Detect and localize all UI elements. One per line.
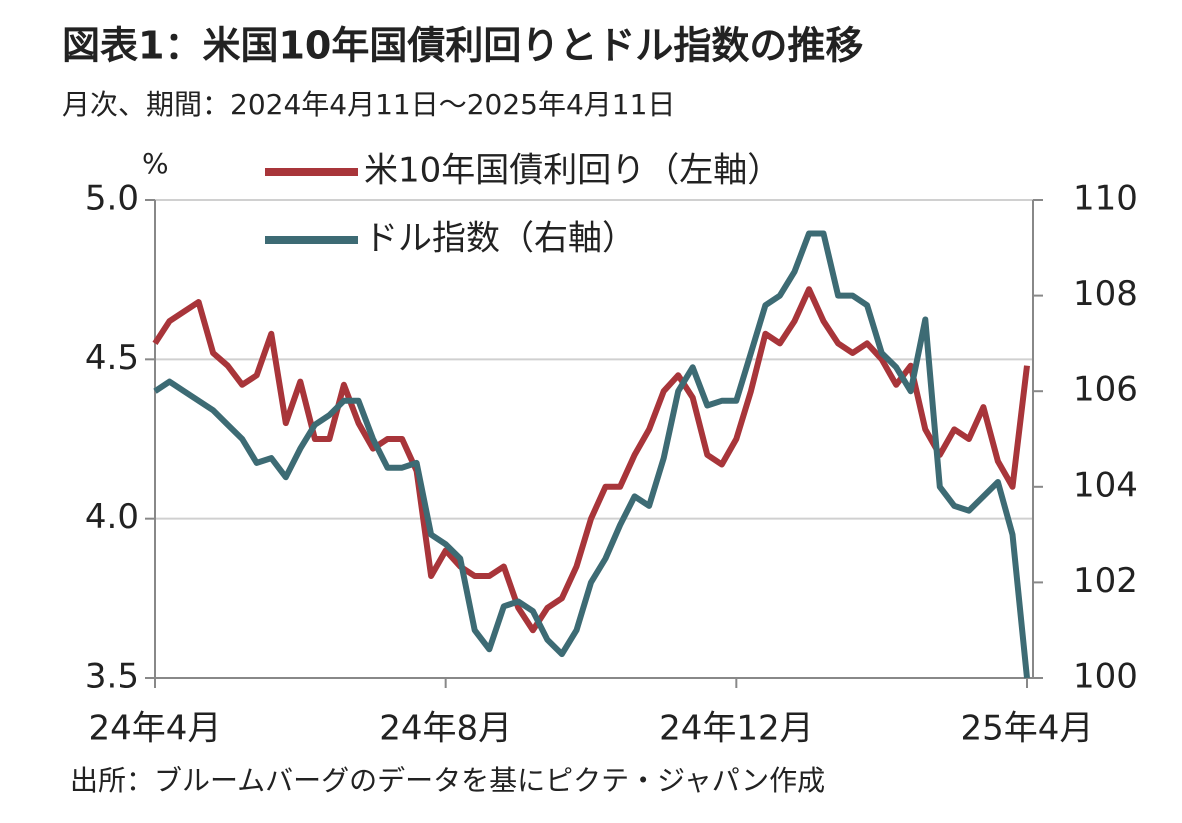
legend-label: ドル指数（右軸） — [364, 219, 636, 259]
series-line — [153, 230, 1030, 679]
legend-label: 米10年国債利回り（左軸） — [364, 151, 781, 191]
y2-tick-label: 100 — [1073, 657, 1138, 697]
y2-tick-label: 104 — [1073, 465, 1138, 505]
y-axis-label: % — [142, 147, 169, 180]
x-tick-label: 24年12月 — [659, 709, 814, 749]
y-tick-label: 4.5 — [85, 338, 139, 378]
y-tick-label: 5.0 — [85, 179, 139, 219]
source-note: 出所：ブルームバーグのデータを基にピクテ・ジャパン作成 — [70, 764, 825, 797]
y-tick-label: 3.5 — [85, 657, 139, 697]
y2-tick-label: 106 — [1073, 370, 1138, 410]
y2-tick-label: 108 — [1073, 274, 1138, 314]
series-line — [152, 286, 1030, 634]
chart-subtitle: 月次、期間：2024年4月11日～2025年4月11日 — [62, 88, 675, 121]
x-tick-label: 25年4月 — [961, 709, 1094, 749]
x-tick-label: 24年8月 — [379, 709, 512, 749]
y-tick-label: 4.0 — [85, 497, 139, 537]
y2-tick-label: 110 — [1073, 179, 1138, 219]
chart-title: 図表1：米国10年国債利回りとドル指数の推移 — [62, 24, 863, 68]
y2-tick-label: 102 — [1073, 561, 1138, 601]
x-tick-label: 24年4月 — [89, 709, 222, 749]
